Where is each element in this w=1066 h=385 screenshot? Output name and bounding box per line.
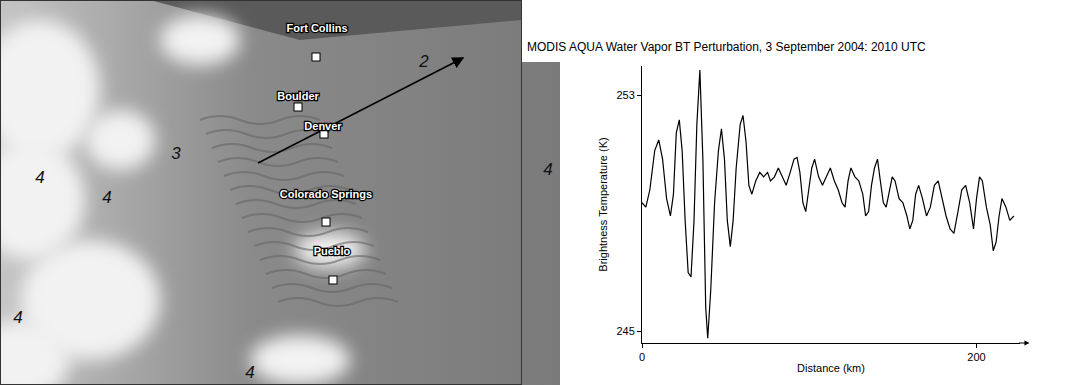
svg-text:MODIS AQUA Water Vapor BT Pert: MODIS AQUA Water Vapor BT Perturbation, … bbox=[527, 40, 926, 54]
svg-text:4: 4 bbox=[102, 188, 111, 207]
svg-text:Boulder: Boulder bbox=[277, 90, 319, 102]
svg-text:245: 245 bbox=[616, 325, 634, 337]
svg-text:Pueblo: Pueblo bbox=[314, 245, 351, 257]
svg-text:4: 4 bbox=[543, 160, 552, 179]
svg-text:Denver: Denver bbox=[304, 120, 342, 132]
svg-text:Distance (km): Distance (km) bbox=[797, 362, 865, 374]
svg-text:3: 3 bbox=[171, 144, 181, 163]
svg-text:0: 0 bbox=[639, 351, 645, 363]
svg-text:2: 2 bbox=[418, 52, 429, 71]
svg-text:Brightness Temperature (K): Brightness Temperature (K) bbox=[597, 137, 609, 271]
svg-text:Colorado Springs: Colorado Springs bbox=[280, 188, 372, 200]
svg-text:253: 253 bbox=[616, 89, 634, 101]
svg-text:200: 200 bbox=[967, 351, 985, 363]
svg-text:4: 4 bbox=[245, 363, 254, 382]
svg-text:4: 4 bbox=[13, 308, 22, 327]
svg-text:4: 4 bbox=[35, 168, 44, 187]
svg-text:Fort Collins: Fort Collins bbox=[286, 22, 347, 34]
